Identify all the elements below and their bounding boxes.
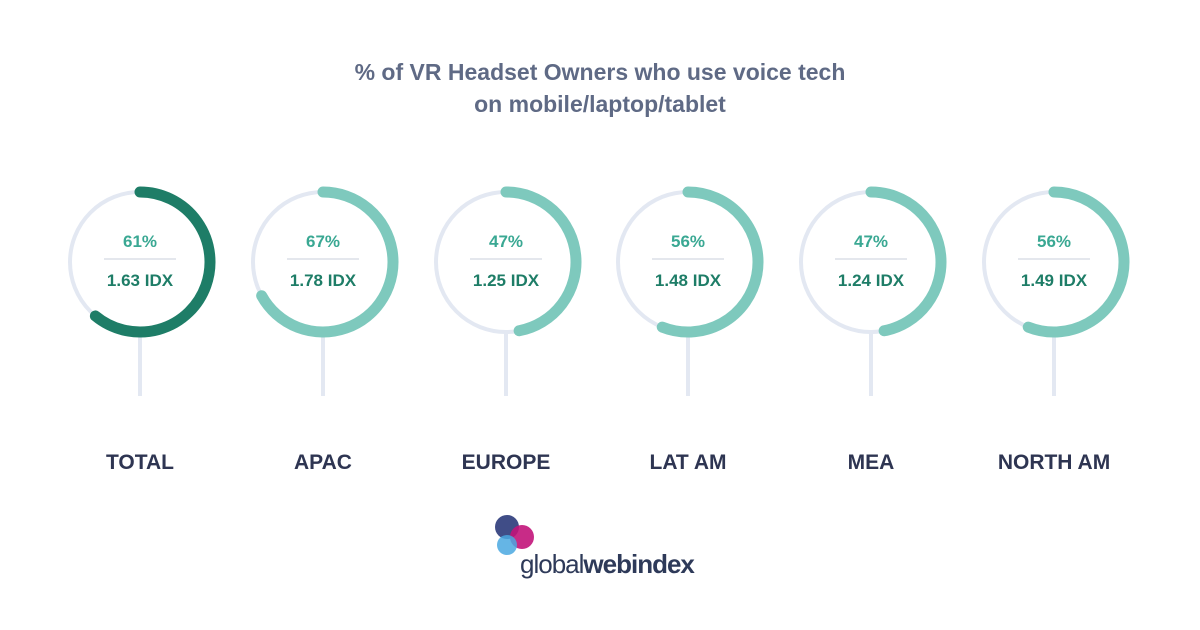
value-arc-lat-am [656,186,764,338]
percent-label-mea: 47% [854,232,888,251]
idx-label-total: 1.63 IDX [107,271,174,290]
idx-label-mea: 1.24 IDX [838,271,905,290]
logo-circle-sky [497,535,517,555]
category-label-apac: APAC [294,451,352,474]
idx-label-lat-am: 1.48 IDX [655,271,722,290]
value-arc-mea [865,186,947,337]
chart-title: % of VR Headset Owners who use voice tec… [0,56,1200,120]
value-arc-north-am [1022,186,1130,338]
percent-label-lat-am: 56% [671,232,705,251]
category-label-north-am: NORTH AM [998,451,1110,474]
value-arc-apac [256,186,399,338]
category-label-europe: EUROPE [462,451,551,474]
percent-label-total: 61% [123,232,157,251]
percent-label-europe: 47% [489,232,523,251]
globalwebindex-logo [495,515,534,555]
category-label-lat-am: LAT AM [650,451,727,474]
percent-label-north-am: 56% [1037,232,1071,251]
percent-label-apac: 67% [306,232,340,251]
idx-label-europe: 1.25 IDX [473,271,540,290]
chart-title-line-2: on mobile/laptop/tablet [474,91,726,117]
logo-wordmark: globalwebindex [520,549,695,580]
logo-text-webindex: webindex [583,549,694,579]
value-arc-total [89,186,216,338]
chart-title-line-1: % of VR Headset Owners who use voice tec… [354,59,846,85]
idx-label-north-am: 1.49 IDX [1021,271,1088,290]
logo-text-global: global [520,549,584,579]
category-label-total: TOTAL [106,451,174,474]
category-label-mea: MEA [848,451,895,474]
idx-label-apac: 1.78 IDX [290,271,357,290]
value-arc-europe [500,186,582,337]
